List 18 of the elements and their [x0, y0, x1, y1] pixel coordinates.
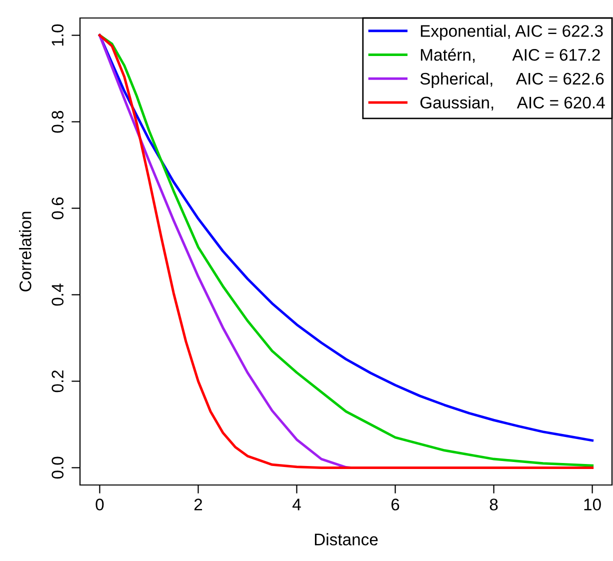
y-tick-label: 0.2 [52, 370, 64, 392]
legend-label: Gaussian, AIC = 620.4 [420, 96, 605, 110]
y-tick-label: 0.8 [52, 110, 64, 133]
x-tick-label: 2 [194, 498, 202, 510]
x-tick-label: 0 [96, 498, 104, 510]
legend-label: Exponential, AIC = 622.3 [420, 24, 603, 40]
y-tick-label: 0.4 [52, 284, 64, 306]
x-tick-label: 6 [391, 498, 400, 510]
x-axis-title: Distance [314, 533, 378, 546]
x-tick-label: 10 [584, 498, 601, 510]
legend-label: Matérn, AIC = 617.2 [420, 48, 600, 63]
y-axis-title: Correlation [19, 212, 32, 292]
y-tick-label: 0.6 [52, 197, 64, 220]
legend-label: Spherical, AIC = 622.6 [420, 72, 604, 88]
x-tick-label: 8 [490, 498, 498, 510]
x-tick-label: 4 [292, 498, 301, 510]
y-tick-label: 1.0 [52, 24, 64, 46]
y-tick-label: 0.0 [52, 456, 64, 479]
